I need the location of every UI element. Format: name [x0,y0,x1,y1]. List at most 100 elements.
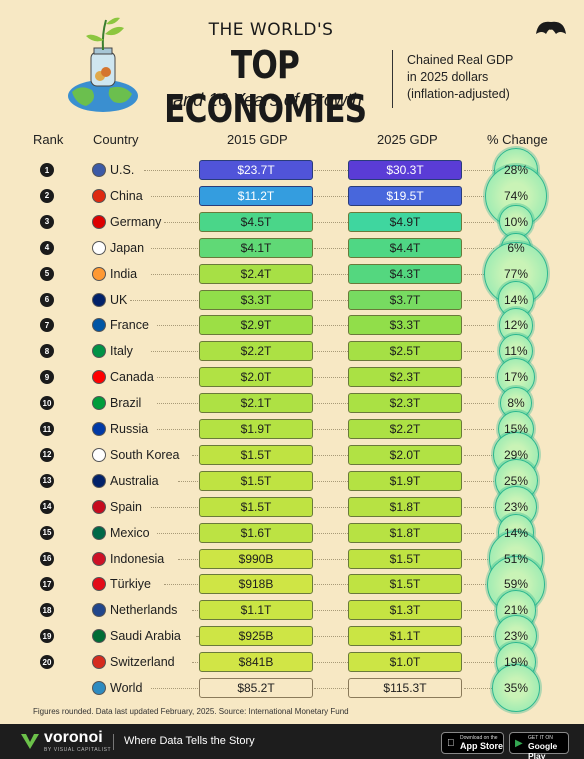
leader-line [464,195,494,197]
change-label: 21% [503,603,529,618]
tagline: Where Data Tells the Story [124,735,255,747]
rank-badge: 15 [40,525,54,540]
change-label: 14% [503,292,529,307]
table-row: 6 UK $3.3T $3.7T [0,287,584,313]
gdp-2015-cell: $1.5T [199,470,313,491]
leader-line [314,221,348,223]
gdp-2025-cell: $19.5T [348,185,462,206]
country-name: Japan [110,240,145,255]
app-store-small-label: Download on the [460,735,498,741]
gdp-2025-cell: $1.8T [348,496,462,517]
leader-line [314,247,348,249]
table-row: 7 France $2.9T $3.3T [0,312,584,338]
leader-line [157,377,198,379]
leader-line [129,299,198,301]
leader-line [464,247,494,249]
apple-icon:  [447,738,455,749]
header-divider [392,50,393,108]
leader-line [191,454,198,456]
table-row: 16 Indonesia $990B $1.5T [0,546,584,572]
gdp-2015-cell: $4.1T [199,237,313,258]
app-store-label: App Store [460,741,504,751]
google-play-label: Google Play [528,741,558,759]
gdp-2025-cell: $2.2T [348,419,462,439]
app-store-button[interactable]:  Download on the App Store [441,732,504,754]
leader-line [150,273,198,275]
rank-badge: 3 [40,214,54,229]
leader-line [464,351,494,353]
subtitle: Chained Real GDP in 2025 dollars (inflat… [407,52,557,103]
country-name: U.S. [110,163,135,177]
gdp-2015-cell: $1.5T [199,444,313,465]
leader-line [191,610,198,612]
table-row: 5 India $2.4T $4.3T [0,261,584,287]
leader-line [314,195,348,197]
leader-line [164,221,198,223]
country-name: Germany [110,214,162,229]
rank-badge: 11 [40,422,54,436]
flag-icon [92,266,106,281]
table-row: 20 Switzerland $841B $1.0T [0,649,584,675]
flag-icon [92,629,106,644]
leader-line [314,662,348,664]
flag-icon [92,603,106,618]
table-row: 4 Japan $4.1T $4.4T [0,235,584,261]
leader-line [464,299,494,301]
title-line-1: THE WORLD'S [208,20,334,40]
flag-icon [92,292,106,307]
leader-line [150,351,198,353]
leader-line [464,480,494,482]
footer-divider [113,734,114,750]
brand-sub: BY VISUAL CAPITALIST [44,747,112,753]
leader-line [314,636,348,638]
country-name: Spain [110,499,142,514]
rank-badge: 12 [40,447,54,462]
leader-line [143,170,198,171]
rank-badge: 5 [40,266,54,281]
change-label: 59% [503,577,529,592]
leader-line [464,273,494,275]
country-name: Canada [110,370,154,385]
country-name: Italy [110,344,133,359]
brand-name: voronoi [44,729,103,746]
leader-line [464,429,494,430]
gdp-2015-cell: $1.1T [199,600,313,621]
gdp-2015-cell: $990B [199,548,313,569]
flag-icon [92,525,106,540]
gdp-2025-cell: $1.9T [348,470,462,491]
gdp-2015-cell: $2.1T [199,393,313,414]
country-name: Saudi Arabia [110,629,181,644]
gdp-2025-cell: $1.5T [348,548,462,569]
rank-badge: 13 [40,473,54,488]
column-header-country: Country [93,132,139,147]
gdp-2015-cell: $2.2T [199,341,313,362]
footer: voronoi BY VISUAL CAPITALIST Where Data … [0,724,584,759]
leader-line [150,506,198,508]
rank-badge: 2 [40,188,54,203]
globe-plant-icon [68,17,138,112]
gdp-2015-cell: $918B [199,574,313,595]
brand-mark-icon [536,21,566,34]
change-label: 6% [507,240,525,255]
flag-icon [92,447,106,462]
leader-line [314,429,348,430]
leader-line [464,558,494,560]
gdp-2015-cell: $3.3T [199,289,313,310]
header: THE WORLD'S TOP ECONOMIES and 10 Years o… [0,0,584,131]
leader-line [314,688,348,689]
gdp-2015-cell: $11.2T [199,185,313,206]
country-name: Switzerland [110,655,175,670]
google-play-button[interactable]: ▶ GET IT ON Google Play [509,732,569,759]
flag-icon [92,422,106,436]
gdp-2025-cell: $1.3T [348,600,462,621]
table-row: 9 Canada $2.0T $2.3T [0,364,584,390]
gdp-2025-cell: $2.5T [348,341,462,362]
country-name: Australia [110,473,159,488]
table-row: 12 South Korea $1.5T $2.0T [0,442,584,468]
gdp-2025-cell: $4.4T [348,237,462,258]
rank-badge: 17 [40,577,54,592]
leader-line [464,584,494,586]
leader-line [464,506,494,508]
rank-badge: 16 [40,551,54,566]
gdp-2015-cell: $2.0T [199,367,313,388]
